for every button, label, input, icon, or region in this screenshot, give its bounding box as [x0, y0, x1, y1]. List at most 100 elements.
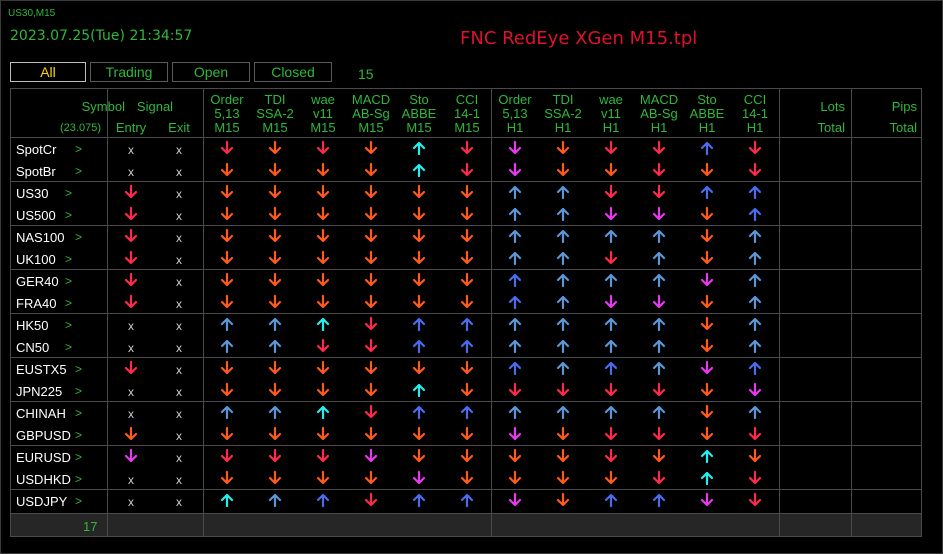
symbol-name[interactable]: UK100: [16, 252, 56, 267]
symbol-chevron[interactable]: >: [75, 494, 83, 508]
symbol-chevron[interactable]: >: [65, 296, 73, 310]
arrow-down-icon: [700, 272, 714, 287]
arrow-down-icon: [652, 448, 666, 463]
arrow-up-icon: [604, 361, 618, 376]
arrow-up-icon: [268, 339, 282, 354]
dashboard-table: Symbol (23.075) Signal Entry Exit Lots T…: [10, 88, 922, 537]
arrow-down-icon: [652, 470, 666, 485]
arrow-down-icon: [220, 140, 234, 155]
arrow-down-icon: [316, 294, 330, 309]
symbol-name[interactable]: US500: [16, 208, 56, 223]
arrow-up-icon: [508, 317, 522, 332]
symbol-chevron[interactable]: >: [65, 186, 73, 200]
symbol-name[interactable]: US30: [16, 186, 49, 201]
arrow-down-icon: [556, 162, 570, 177]
symbol-name[interactable]: HK50: [16, 318, 49, 333]
symbol-name[interactable]: USDHKD: [16, 472, 71, 487]
arrow-up-icon: [316, 405, 330, 420]
arrow-up-icon: [220, 493, 234, 508]
arrow-up-icon: [604, 339, 618, 354]
symbol-name[interactable]: GBPUSD: [16, 428, 71, 443]
header-indicator-line: v11: [601, 106, 621, 121]
column-divider: [491, 89, 492, 536]
arrow-up-icon: [508, 405, 522, 420]
header-indicator-line: SSA-2: [544, 106, 582, 121]
symbol-chevron[interactable]: >: [75, 406, 83, 420]
tab-open[interactable]: Open: [172, 62, 250, 82]
symbol-chevron[interactable]: >: [75, 362, 83, 376]
symbol-chevron[interactable]: >: [75, 230, 83, 244]
arrow-down-icon: [124, 184, 138, 199]
arrow-down-icon: [364, 316, 378, 331]
arrow-down-icon: [700, 162, 714, 177]
signal-exit-empty: x: [176, 231, 182, 245]
arrow-down-icon: [364, 272, 378, 287]
symbol-chevron[interactable]: >: [65, 318, 73, 332]
symbol-chevron[interactable]: >: [75, 384, 83, 398]
signal-entry-empty: x: [128, 341, 134, 355]
arrow-down-icon: [460, 426, 474, 441]
header-indicator-line: Sto: [697, 92, 717, 107]
symbol-chevron[interactable]: >: [75, 450, 83, 464]
signal-exit-empty: x: [176, 187, 182, 201]
symbol-chevron[interactable]: >: [75, 472, 83, 486]
symbol-name[interactable]: FRA40: [16, 296, 57, 311]
header-indicator-line: ABBE: [689, 106, 725, 121]
symbol-chevron[interactable]: >: [65, 274, 73, 288]
header-indicator: CCI 14-1 H1: [731, 93, 779, 135]
symbol-name[interactable]: JPN225: [16, 384, 63, 399]
symbol-name[interactable]: USDJPY: [16, 494, 68, 509]
symbol-chevron[interactable]: >: [75, 142, 83, 156]
arrow-up-icon: [748, 207, 762, 222]
signal-exit-empty: x: [176, 451, 182, 465]
tab-all[interactable]: All: [10, 62, 86, 82]
symbol-name[interactable]: GER40: [16, 274, 59, 289]
arrow-up-icon: [556, 317, 570, 332]
arrow-down-icon: [700, 492, 714, 507]
symbol-chevron[interactable]: >: [65, 340, 73, 354]
arrow-down-icon: [316, 382, 330, 397]
symbol-name[interactable]: CHINAH: [16, 406, 66, 421]
arrow-down-icon: [700, 294, 714, 309]
table-footer: [11, 513, 921, 536]
arrow-down-icon: [604, 426, 618, 441]
arrow-down-icon: [364, 250, 378, 265]
symbol-chevron[interactable]: >: [75, 428, 83, 442]
arrow-down-icon: [268, 228, 282, 243]
header-indicator-line: H1: [650, 120, 668, 135]
symbol-name[interactable]: NAS100: [16, 230, 65, 245]
arrow-down-icon: [556, 426, 570, 441]
arrow-down-icon: [364, 360, 378, 375]
arrow-up-icon: [604, 273, 618, 288]
symbol-name[interactable]: EURUSD: [16, 450, 71, 465]
arrow-down-icon: [700, 426, 714, 441]
symbol-name[interactable]: SpotBr: [16, 164, 56, 179]
signal-exit-empty: x: [176, 495, 182, 509]
arrow-up-icon: [748, 185, 762, 200]
tab-closed[interactable]: Closed: [254, 62, 332, 82]
signal-exit-empty: x: [176, 385, 182, 399]
signal-exit-empty: x: [176, 319, 182, 333]
arrow-up-icon: [508, 229, 522, 244]
arrow-up-icon: [652, 251, 666, 266]
arrow-up-icon: [508, 339, 522, 354]
arrow-up-icon: [748, 317, 762, 332]
symbol-name[interactable]: SpotCr: [16, 142, 57, 157]
symbol-chevron[interactable]: >: [65, 252, 73, 266]
arrow-down-icon: [268, 140, 282, 155]
arrow-up-icon: [508, 273, 522, 288]
arrow-up-icon: [316, 493, 330, 508]
symbol-chevron[interactable]: >: [65, 208, 73, 222]
symbol-name[interactable]: CN50: [16, 340, 50, 355]
symbol-chevron[interactable]: >: [75, 164, 83, 178]
symbol-name[interactable]: EUSTX5: [16, 362, 67, 377]
arrow-down-icon: [364, 162, 378, 177]
signal-exit-empty: x: [176, 429, 182, 443]
header-indicator-line: 14-1: [453, 106, 481, 121]
arrow-down-icon: [316, 338, 330, 353]
arrow-down-icon: [220, 250, 234, 265]
arrow-down-icon: [604, 184, 618, 199]
trade-count: 15: [358, 66, 374, 82]
header-indicator: Sto ABBE H1: [683, 93, 731, 135]
tab-trading[interactable]: Trading: [90, 62, 168, 82]
